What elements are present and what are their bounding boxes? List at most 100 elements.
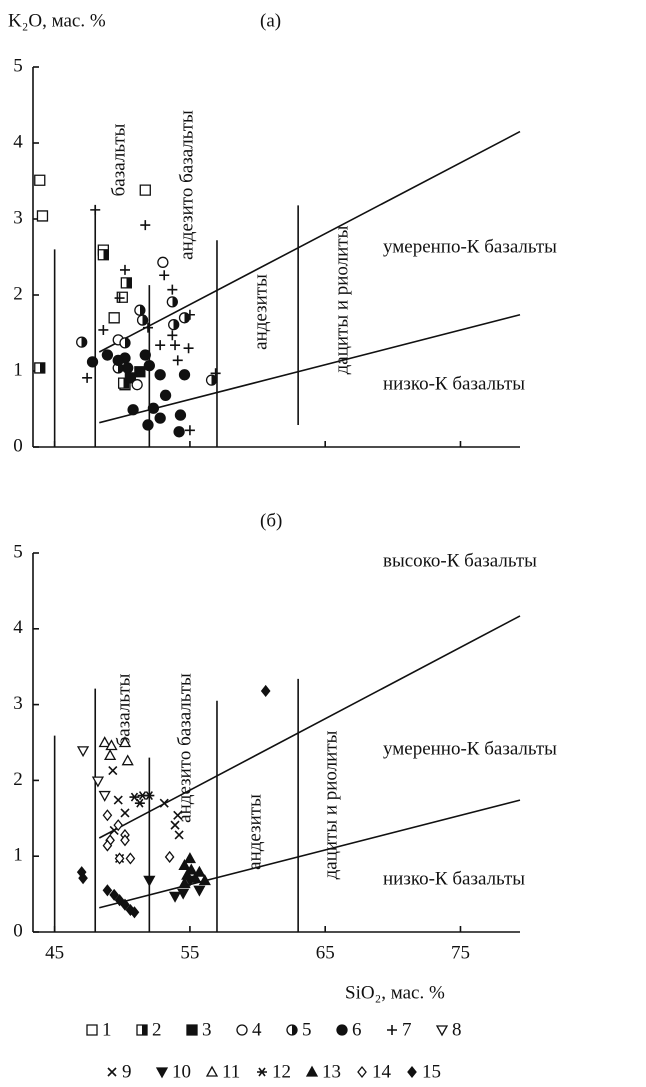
legend-label: 7: [402, 1019, 412, 1040]
y-tick-label: 5: [13, 55, 23, 76]
x-tick-label: 45: [45, 942, 64, 963]
field-label: умеренно-К базальты: [383, 738, 557, 759]
data-point: [134, 798, 145, 808]
data-point: [157, 256, 169, 268]
field-label: высоко-К базальты: [383, 550, 537, 571]
field-label: низко-К базальты: [383, 373, 525, 394]
data-point: [102, 839, 113, 852]
data-point: [102, 884, 113, 897]
data-point: [120, 808, 130, 818]
y-tick-label: 2: [13, 769, 23, 790]
x-tick-label: 75: [451, 942, 470, 963]
legend-label: 12: [272, 1061, 291, 1082]
data-point: [134, 304, 146, 316]
data-point: [108, 312, 120, 324]
data-point: [34, 362, 46, 374]
data-point: [183, 343, 194, 354]
data-point: [142, 322, 153, 333]
data-point: [98, 324, 109, 335]
data-point: [108, 765, 118, 776]
data-point: [131, 379, 143, 391]
field-boundary: [98, 130, 521, 353]
legend-symbol: [236, 1024, 248, 1036]
legend-label: 10: [172, 1061, 191, 1082]
data-point: [181, 868, 194, 880]
data-point: [184, 309, 195, 320]
data-point: [147, 402, 160, 414]
data-point: [166, 296, 178, 308]
legend-label: 3: [202, 1019, 212, 1040]
data-point: [120, 898, 130, 911]
data-point: [105, 739, 118, 751]
data-point: [114, 852, 125, 865]
data-point: [134, 366, 146, 378]
data-point: [101, 349, 114, 361]
x-tick-label: 55: [180, 942, 199, 963]
legend-label: 13: [322, 1061, 341, 1082]
data-point: [36, 210, 49, 222]
data-point: [86, 356, 99, 368]
legend-label: 15: [422, 1061, 441, 1082]
data-point: [120, 277, 132, 289]
legend-label: 8: [452, 1019, 462, 1040]
data-point: [139, 184, 151, 196]
data-point: [210, 368, 221, 379]
field-boundary: [99, 799, 521, 909]
legend-symbol: [387, 1025, 397, 1035]
data-point: [177, 888, 190, 900]
legend-label: 4: [252, 1019, 262, 1040]
y-tick-label: 4: [13, 617, 23, 638]
legend-label: 5: [302, 1019, 312, 1040]
data-point: [173, 810, 183, 820]
data-point: [78, 872, 88, 885]
legend-symbol: [336, 1024, 348, 1036]
data-point: [98, 790, 111, 802]
data-point: [120, 834, 130, 847]
data-point: [174, 409, 187, 421]
legend-symbol: [286, 1024, 298, 1036]
data-point: [167, 330, 178, 341]
legend-label: 9: [122, 1061, 132, 1082]
x-tick-label: 65: [316, 942, 335, 963]
data-point: [109, 888, 119, 901]
data-point: [184, 425, 195, 436]
data-point: [139, 349, 151, 361]
data-point: [76, 336, 88, 348]
panel-label: (a): [260, 10, 281, 31]
field-boundary: [98, 615, 521, 839]
data-point: [113, 795, 123, 805]
field-label: андезиты: [250, 274, 271, 350]
data-point: [143, 875, 156, 887]
data-point: [260, 684, 271, 697]
data-point: [136, 314, 149, 326]
y-tick-label: 2: [13, 283, 23, 304]
data-point: [144, 791, 155, 801]
field-label: андезиты: [244, 794, 265, 870]
data-point: [114, 894, 125, 907]
data-point: [98, 736, 111, 748]
data-point: [164, 850, 175, 863]
data-point: [34, 174, 46, 186]
data-point: [91, 776, 105, 788]
legend-symbol: [407, 1065, 417, 1079]
legend-symbol: [186, 1024, 198, 1036]
data-point: [159, 270, 170, 281]
field-label: дациты и риолиты: [320, 730, 341, 879]
field-label: андезито базальты: [176, 110, 197, 260]
data-point: [119, 337, 131, 349]
field-label: низко-К базальты: [383, 868, 525, 889]
y-tick-label: 1: [13, 359, 23, 380]
field-label: базальты: [113, 673, 134, 746]
data-point: [76, 746, 90, 758]
y-tick-label: 0: [13, 920, 23, 941]
legend-symbol: [257, 1067, 267, 1077]
legend-symbol: [435, 1025, 449, 1037]
data-point: [118, 736, 132, 748]
field-label: базальты: [108, 123, 129, 196]
legend-symbol: [155, 1067, 169, 1079]
data-point: [183, 852, 197, 864]
data-point: [90, 204, 101, 215]
data-point: [140, 220, 151, 231]
y-tick-label: 5: [13, 541, 23, 562]
